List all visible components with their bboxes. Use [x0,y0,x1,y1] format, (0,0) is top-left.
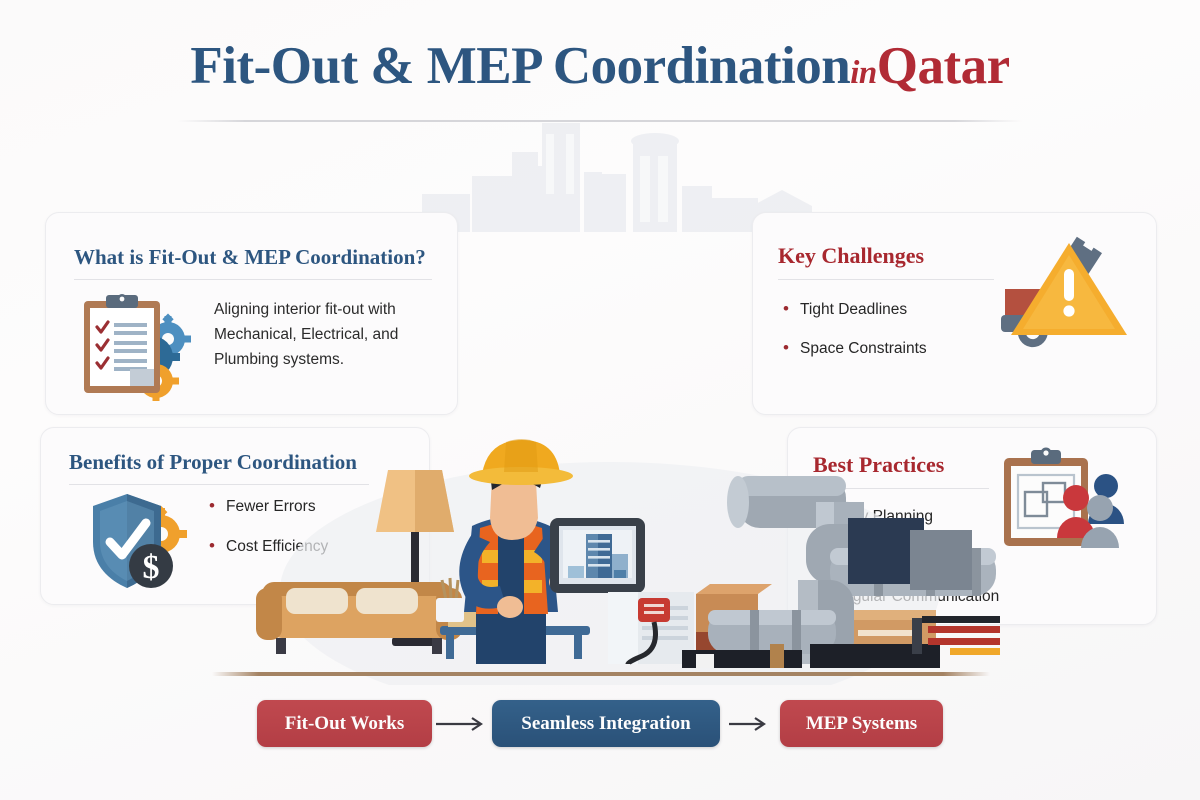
title-connector: in [850,55,877,91]
pencil-cup [436,577,464,622]
shield-gear-dollar-icon: $ [93,494,187,588]
card-key-title: Key Challenges [778,243,925,268]
arrow-right-icon [720,716,780,732]
list-item: Tight Deadlines [783,300,927,319]
process-flow: Fit-Out Works Seamless Integration MEP S… [0,700,1200,747]
card-key-divider [778,279,994,280]
flow-step-seamless-integration[interactable]: Seamless Integration [492,700,720,747]
hvac-ducting [708,476,996,664]
card-what-body: Aligning interior fit-out with Mechanica… [214,301,399,369]
clipboard-gears-icon [84,294,191,401]
page-title: Fit-Out & MEP CoordinationinQatar [0,40,1200,93]
flow-step-fit-out-works[interactable]: Fit-Out Works [257,700,432,747]
engineer-with-tablet-and-hvac-scene [256,439,1000,685]
equipment-unit [608,592,694,666]
tablet-building-model [550,518,645,593]
svg-text:$: $ [143,549,160,586]
title-main: Fit-Out & MEP Coordination [190,37,851,95]
card-best-divider [813,488,989,489]
title-divider [178,120,1022,122]
card-benefits-title: Benefits of Proper Coordination [69,450,357,474]
card-key-challenges: Key Challenges Tight Deadlines Space Con… [752,212,1157,415]
hard-hat-worker [459,439,584,664]
sofa [256,582,464,654]
tools-rack [912,616,1000,655]
card-what-divider [74,279,432,280]
arrow-right-icon [432,716,492,732]
card-what-title: What is Fit-Out & MEP Coordination? [74,245,426,269]
title-region: Qatar [876,37,1010,95]
card-benefits-divider [69,484,369,485]
list-item: Space Constraints [783,339,927,358]
clipboard-team-icon [1004,447,1124,548]
wrench-warning-icon [1001,236,1127,348]
floor-line [212,672,990,676]
flow-step-mep-systems[interactable]: MEP Systems [780,700,943,747]
list-item: Fewer Errors [209,497,328,516]
card-key-bullet-list: Tight Deadlines Space Constraints [783,300,927,358]
card-best-title: Best Practices [813,452,945,477]
card-what-is-fitout-mep: What is Fit-Out & MEP Coordination? [45,212,458,415]
